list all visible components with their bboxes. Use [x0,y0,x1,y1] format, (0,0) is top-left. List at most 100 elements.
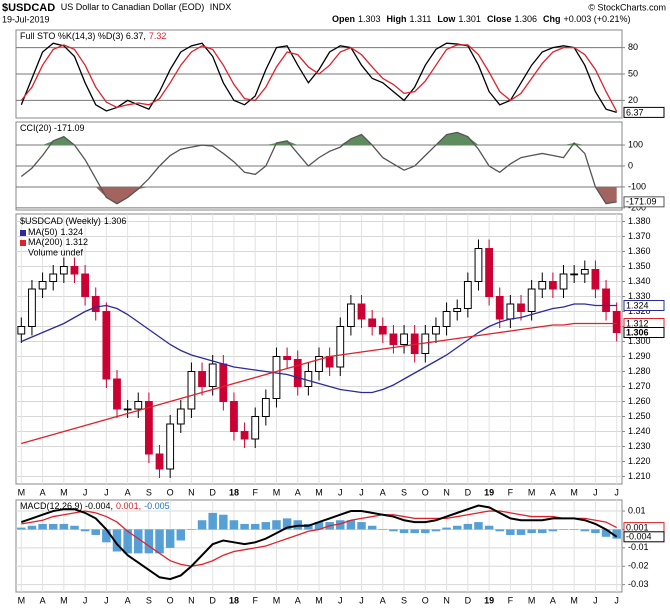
panel-title: MACD(12,26,9) -0.004, 0.001, -0.005 [20,501,170,511]
x-tick-label: A [550,595,556,605]
candle-body [400,333,408,345]
x-tick-label: F [252,595,258,605]
candle-body [176,408,185,425]
candle-body [527,288,536,312]
x-tick-label: J [83,487,88,497]
histogram-bar [452,525,462,530]
series-line [20,44,618,112]
panel-title-part: Full STO %K(14,3) %D(3) 6.37, [20,31,146,41]
histogram-bar [38,523,47,530]
x-tick-label: M [570,487,578,497]
y-tick-label: 1.290 [628,351,651,361]
histogram-bar [314,522,324,530]
histogram-bar [421,529,430,534]
x-tick-label: J [338,595,343,605]
series-line [21,322,617,445]
histogram-bar [431,529,441,532]
candle-body [315,356,323,372]
histogram-bar [144,529,154,554]
histogram-bar [91,529,100,535]
histogram-bar [591,529,600,534]
candle-body [389,333,398,345]
histogram-bar [261,522,271,530]
x-tick-label: N [443,487,450,497]
candle-body [442,311,451,327]
histogram-bar [548,529,558,532]
candle-body [506,303,515,320]
quote-label: Chg [543,14,561,24]
x-tick-label: M [315,595,323,605]
y-tick-label: 0.01 [628,505,646,515]
histogram-bar [272,520,281,530]
x-tick-label: M [60,487,68,497]
panel-title-part: MACD(12,26,9) -0.004, [20,501,113,511]
x-tick-label: J [104,487,109,497]
x-tick-label: J [83,595,88,605]
legend-value: 1.306 [104,216,127,226]
legend-value: 1.324 [61,227,84,237]
legend-entry: MA(200) 1.312 [28,237,88,247]
value-tag: 1.324 [626,300,649,310]
x-tick-label: S [146,595,152,605]
legend-name: MA(200) [28,237,63,247]
x-tick-label: N [188,595,195,605]
x-tick-label: N [188,487,195,497]
histogram-bar [70,525,79,530]
chart-header: $USDCAD US Dollar to Canadian Dollar (EO… [2,2,231,14]
quote-label: Open [332,14,355,24]
candle-body [81,273,90,297]
candle-body [123,408,132,411]
series-line [21,303,617,394]
y-tick-label: 1.380 [628,216,651,226]
y-tick-label: 1.270 [628,381,651,391]
x-tick-label: A [295,595,301,605]
candle-body [559,273,568,290]
x-tick-label: A [40,487,46,497]
candle-body [580,269,589,275]
quote-label: Low [437,14,456,24]
histogram-bar [59,523,69,530]
legend-value: 1.312 [66,237,89,247]
histogram-bar [176,529,186,541]
candle-body [28,288,36,327]
candle-body [463,281,472,309]
candle-body [17,326,26,335]
candle-body [432,326,440,335]
x-tick-label: M [528,487,536,497]
legend-name: MA(50) [28,227,58,237]
candle-body [538,281,547,290]
histogram-bar [538,529,547,534]
x-tick-label: J [104,595,109,605]
histogram-bar [187,529,196,530]
y-tick-label: 1.280 [628,366,651,376]
histogram-bar [219,514,228,530]
candle-body [187,371,196,410]
histogram-bar [410,529,419,534]
credit: © StockCharts.com [588,2,666,12]
x-tick-label: A [550,487,556,497]
value-tag-box [623,531,665,543]
x-tick-label: M [315,487,323,497]
candle-body [453,308,462,312]
quote-value: 1.306 [514,14,537,24]
value-tag: -0.004 [626,532,652,542]
legend-entry: $USDCAD (Weekly) 1.306 [20,216,126,226]
quote-value: 1.311 [410,14,432,24]
value-tag: 1.306 [626,327,649,337]
x-tick-label: N [443,595,450,605]
x-tick-label: S [401,595,407,605]
x-tick-label: O [167,595,174,605]
x-tick-label: M [570,595,578,605]
histogram-bar [601,529,611,537]
candle-body [113,378,121,410]
histogram-bar [612,529,621,539]
histogram-bar [378,529,388,530]
candle-body [378,326,387,335]
histogram-bar [357,522,366,530]
histogram-bar [569,529,579,530]
candle-body [219,363,228,402]
candle-body [59,266,68,275]
quote-label: High [387,14,407,24]
legend-swatch [20,240,26,246]
